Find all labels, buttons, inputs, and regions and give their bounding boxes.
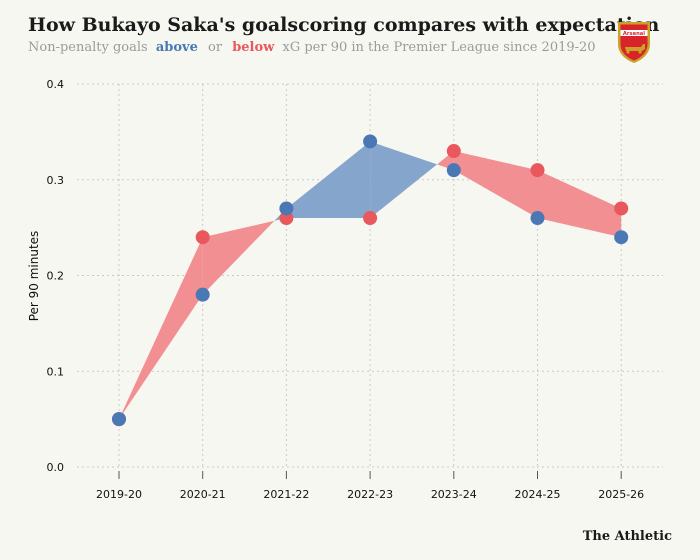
goals-point [279,201,294,216]
xg-point [614,201,629,216]
goals-point [112,412,126,427]
band-below [119,237,203,420]
y-tick-label: 0.0 [47,461,65,474]
xg-point [195,230,210,245]
chart-title: How Bukayo Saka's goalscoring compares w… [28,14,660,36]
subtitle-or: or [208,40,223,55]
brand-logo: The Athletic [582,529,672,544]
point-layer [112,134,629,427]
band-above [286,141,371,219]
xg-point [446,144,461,159]
y-tick-label: 0.3 [47,174,65,187]
goals-point [363,134,378,149]
x-tick-label: 2022-23 [347,488,393,501]
subtitle-below-label: below [232,40,275,55]
xg-point [530,163,545,178]
x-tick-label: 2019-20 [96,488,142,501]
arsenal-crest-icon: Arsenal [618,22,650,63]
goals-point [195,287,210,302]
axis-layer: 0.0 0.1 0.2 0.3 0.4 2019-20 2020-21 2021-22 2022… [47,78,645,501]
x-tick-label: 2025-26 [598,488,644,501]
chart-subtitle: Non-penalty goals above or below xG per … [28,40,596,55]
xg-point [279,211,294,226]
y-tick-label: 0.1 [47,365,65,378]
goals-point [614,230,629,245]
y-tick-label: 0.2 [47,270,65,283]
x-tick-label: 2020-21 [180,488,226,501]
band-above [370,141,438,219]
x-tick-label: 2023-24 [431,488,477,501]
y-axis-label: Per 90 minutes [27,230,41,322]
band-below [537,170,622,238]
goals-point [446,163,461,178]
subtitle-suffix: xG per 90 in the Premier League since 20… [282,40,596,55]
xg-point [363,211,378,226]
goals-point [530,211,545,226]
subtitle-above-label: above [155,40,198,55]
band-below [453,151,538,219]
badge-label: Arsenal [623,31,645,37]
fill-layer [119,141,622,420]
band-below [202,220,275,295]
x-tick-label: 2021-22 [263,488,309,501]
x-tick-label: 2024-25 [515,488,561,501]
y-tick-label: 0.4 [47,78,65,91]
subtitle-prefix: Non-penalty goals [28,40,148,55]
